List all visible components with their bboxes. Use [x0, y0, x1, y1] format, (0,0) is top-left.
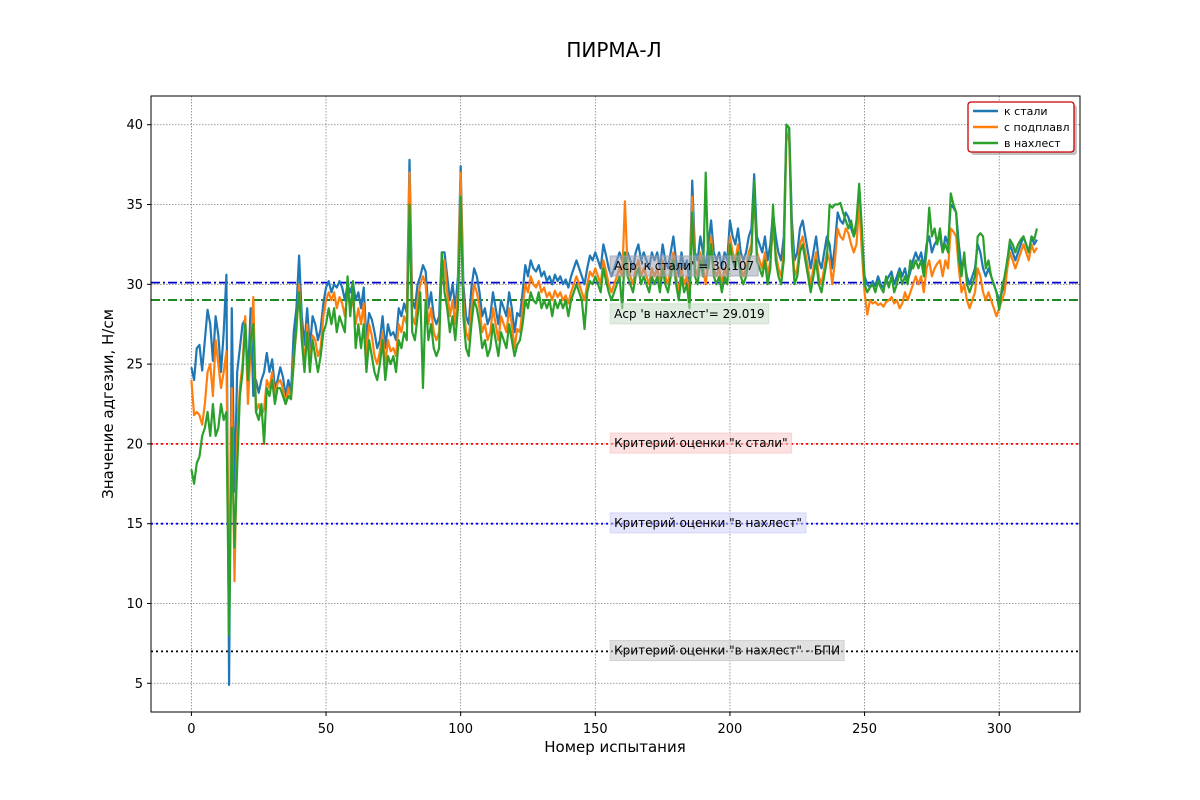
legend-label: в нахлест	[1004, 137, 1061, 150]
x-tick-label: 0	[187, 722, 195, 737]
annotation-text: Аср 'к стали' = 30.107	[614, 259, 754, 273]
y-axis-label: Значение адгезии, Н/см	[99, 309, 117, 499]
legend-label: с подплавл	[1004, 121, 1070, 134]
y-tick-label: 25	[126, 358, 143, 373]
plot-frame	[150, 95, 1081, 713]
x-tick-label: 200	[718, 722, 743, 737]
y-tick-label: 15	[126, 517, 143, 532]
annotation-box	[609, 512, 807, 534]
annotation: Аср 'в нахлест'= 29.019	[609, 303, 770, 325]
annotation-text: Критерий оценки "к стали"	[614, 436, 787, 450]
annotation-box	[609, 303, 770, 325]
chart-title: ПИРМА-Л	[566, 38, 661, 62]
y-tick-label: 30	[126, 278, 143, 293]
annotation-box	[609, 432, 793, 454]
series-line-3	[190, 123, 1038, 637]
annotation-box	[609, 640, 845, 662]
x-tick-label: 50	[318, 722, 335, 737]
legend: к стали с подплавл в нахлест	[967, 101, 1077, 155]
series-line-2	[190, 131, 1038, 613]
x-tick-label: 100	[448, 722, 473, 737]
annotation: Критерий оценки "в нахлест"	[609, 512, 807, 534]
x-tick-label: 300	[987, 722, 1012, 737]
series-lines	[190, 123, 1038, 686]
y-tick-label: 35	[126, 198, 143, 213]
annotation-text: Аср 'в нахлест'= 29.019	[614, 307, 765, 321]
y-tick-label: 5	[135, 677, 143, 692]
annotation-text: Критерий оценки "в нахлест" - БПИ	[614, 644, 840, 658]
y-tick-label: 40	[126, 118, 143, 133]
legend-box	[967, 101, 1075, 153]
y-tick-label: 10	[126, 597, 143, 612]
axis-ticks: 0 50 100 150 200 250 300 5 10 15 20 25 30 35 40	[126, 118, 1011, 737]
annotation: Критерий оценки "в нахлест" - БПИ	[609, 640, 845, 662]
annotation: Критерий оценки "к стали"	[609, 432, 793, 454]
reference-lines	[151, 281, 1080, 653]
annotation: Аср 'к стали' = 30.107	[609, 255, 759, 277]
annotations: Аср 'к стали' = 30.107 Аср 'в нахлест'= 2…	[609, 255, 845, 662]
series-line-1	[190, 123, 1038, 686]
annotation-box	[609, 255, 759, 277]
x-tick-label: 250	[852, 722, 877, 737]
y-tick-label: 20	[126, 437, 143, 452]
x-tick-label: 150	[583, 722, 608, 737]
annotation-text: Критерий оценки "в нахлест"	[614, 516, 802, 530]
grid	[151, 96, 1080, 712]
x-axis-label: Номер испытания	[544, 738, 685, 756]
legend-label: к стали	[1004, 105, 1048, 118]
